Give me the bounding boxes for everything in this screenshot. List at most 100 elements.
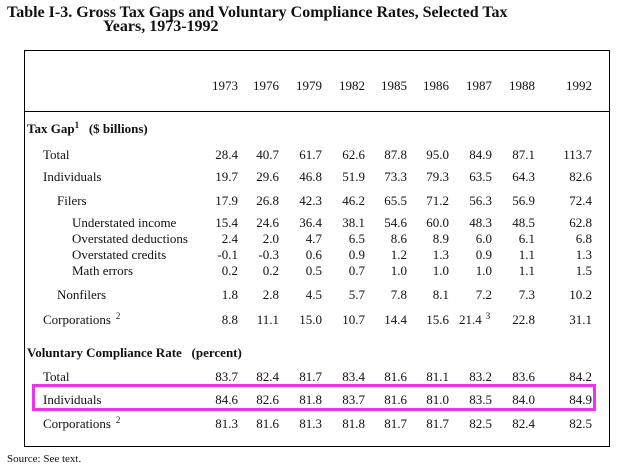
tax-gap-value-cell: 38.1: [342, 215, 365, 230]
vcr-value-cell: 81.3: [299, 416, 322, 431]
tax-gap-value-cell: 31.1: [569, 312, 592, 327]
vcr-value-cell: 81.6: [256, 416, 279, 431]
tax-gap-row-label: Individuals: [43, 169, 102, 184]
year-header-cell: 1986: [423, 78, 449, 93]
vcr-row-label: Total: [43, 369, 70, 384]
tax-gap-value-cell: 28.4: [215, 147, 238, 162]
tax-gap-value-cell: 15.4: [215, 215, 238, 230]
tax-gap-value-cell: 0.7: [348, 263, 365, 278]
vcr-value-cell: 81.8: [299, 392, 322, 407]
tax-gap-value-cell: 0.5: [305, 263, 322, 278]
tax-gap-value-cell: 63.5: [469, 169, 492, 184]
tax-gap-row-label: Math errors: [72, 263, 134, 278]
vcr-value-cell: 84.2: [569, 369, 592, 384]
tax-gap-value-cell: 22.8: [512, 312, 535, 327]
year-header-cell: 1988: [509, 78, 535, 93]
tax-gap-value-cell: 113.7: [563, 147, 592, 162]
tax-gap-value-cell: 4.5: [305, 287, 322, 302]
tax-gap-value-cell: 56.9: [512, 193, 535, 208]
vcr-value-cell: 83.4: [342, 369, 365, 384]
top-rule: [24, 50, 610, 51]
header-rule: [24, 111, 610, 112]
tax-gap-value-cell: 17.9: [215, 193, 238, 208]
year-header-cell: 1982: [339, 78, 365, 93]
tax-gap-row-label: Filers: [57, 193, 87, 208]
tax-gap-value-cell: -0.1: [217, 247, 238, 262]
tax-gap-value-cell: 56.3: [469, 193, 492, 208]
vcr-value-cell: 82.5: [469, 416, 492, 431]
tax-gap-row-label: Corporations 2: [43, 311, 121, 327]
tax-gap-value-cell: 48.3: [469, 215, 492, 230]
tax-gap-value-cell: 0.9: [475, 247, 492, 262]
tax-gap-value-cell: 65.5: [384, 193, 407, 208]
tax-gap-value-cell: 6.1: [518, 231, 535, 246]
vcr-value-cell: 82.4: [256, 369, 279, 384]
tax-gap-value-cell: 1.2: [390, 247, 407, 262]
tax-gap-value-cell: 64.3: [512, 169, 535, 184]
vcr-value-cell: 81.6: [384, 392, 407, 407]
year-header-cell: 1987: [466, 78, 492, 93]
vcr-value-cell: 81.0: [426, 392, 449, 407]
tax-gap-value-cell: 8.6: [390, 231, 407, 246]
tax-gap-value-cell: 0.9: [348, 247, 365, 262]
tax-gap-value-cell: 4.7: [305, 231, 322, 246]
vcr-value-cell: 83.2: [469, 369, 492, 384]
vcr-value-cell: 82.4: [512, 416, 535, 431]
tax-gap-value-cell: -0.3: [258, 247, 279, 262]
tax-gap-value-cell: 0.2: [221, 263, 238, 278]
tax-gap-value-cell: 26.8: [256, 193, 279, 208]
tax-gap-heading: Tax Gap1 ($ billions): [27, 120, 148, 136]
tax-gap-value-cell: 10.7: [342, 312, 365, 327]
tax-gap-value-cell: 1.1: [518, 263, 535, 278]
year-header-cell: 1992: [566, 78, 592, 93]
tax-gap-value-cell: 2.8: [262, 287, 279, 302]
vcr-value-cell: 83.7: [342, 392, 365, 407]
vcr-value-cell: 81.7: [299, 369, 322, 384]
tax-gap-value-cell: 1.1: [518, 247, 535, 262]
vcr-value-cell: 81.8: [342, 416, 365, 431]
tax-gap-value-cell: 36.4: [299, 215, 322, 230]
tax-gap-value-cell: 11.1: [256, 312, 279, 327]
tax-gap-value-cell: 15.6: [426, 312, 449, 327]
tax-gap-value-cell: 46.8: [299, 169, 322, 184]
tax-gap-value-cell: 19.7: [215, 169, 238, 184]
tax-gap-row-label: Nonfilers: [57, 287, 107, 302]
tax-gap-value-cell: 60.0: [426, 215, 449, 230]
tax-gap-value-cell: 84.9: [469, 147, 492, 162]
bottom-rule: [24, 446, 610, 447]
source-note: Source: See text.: [7, 453, 82, 465]
tax-gap-value-cell: 7.8: [390, 287, 407, 302]
tax-gap-value-cell: 7.2: [475, 287, 492, 302]
tax-gap-row-label: Overstated deductions: [72, 231, 188, 246]
tax-gap-value-cell: 82.6: [569, 169, 592, 184]
vcr-value-cell: 81.1: [426, 369, 449, 384]
tax-gap-value-cell: 79.3: [426, 169, 449, 184]
tax-gap-value-cell: 46.2: [342, 193, 365, 208]
tax-gap-value-cell: 21.4 3: [459, 311, 491, 327]
tax-gap-value-cell: 15.0: [299, 312, 322, 327]
vcr-value-cell: 81.7: [384, 416, 407, 431]
vcr-heading: Voluntary Compliance Rate (percent): [27, 345, 242, 360]
tax-gap-row-label: Overstated credits: [72, 247, 167, 262]
tax-gap-value-cell: 24.6: [256, 215, 279, 230]
tax-gap-value-cell: 2.0: [262, 231, 279, 246]
tax-gap-value-cell: 8.8: [221, 312, 238, 327]
vcr-value-cell: 84.9: [569, 392, 592, 407]
tax-gap-value-cell: 1.8: [221, 287, 238, 302]
vcr-row-label: Corporations 2: [43, 415, 121, 431]
vcr-value-cell: 82.5: [569, 416, 592, 431]
tax-gap-value-cell: 1.0: [390, 263, 407, 278]
year-header-cell: 1985: [381, 78, 407, 93]
vcr-value-cell: 84.6: [215, 392, 238, 407]
tax-gap-value-cell: 6.0: [475, 231, 492, 246]
right-rule: [609, 50, 610, 447]
tax-gap-value-cell: 87.1: [512, 147, 535, 162]
year-header-cell: 1973: [212, 78, 238, 93]
individuals-highlight-box: [32, 384, 596, 411]
tax-gap-value-cell: 6.5: [348, 231, 365, 246]
tax-gap-row-label: Total: [43, 147, 70, 162]
tax-gap-value-cell: 14.4: [384, 312, 407, 327]
left-rule: [24, 50, 25, 447]
tax-gap-value-cell: 10.2: [569, 287, 592, 302]
footnote-marker: 3: [485, 311, 491, 321]
